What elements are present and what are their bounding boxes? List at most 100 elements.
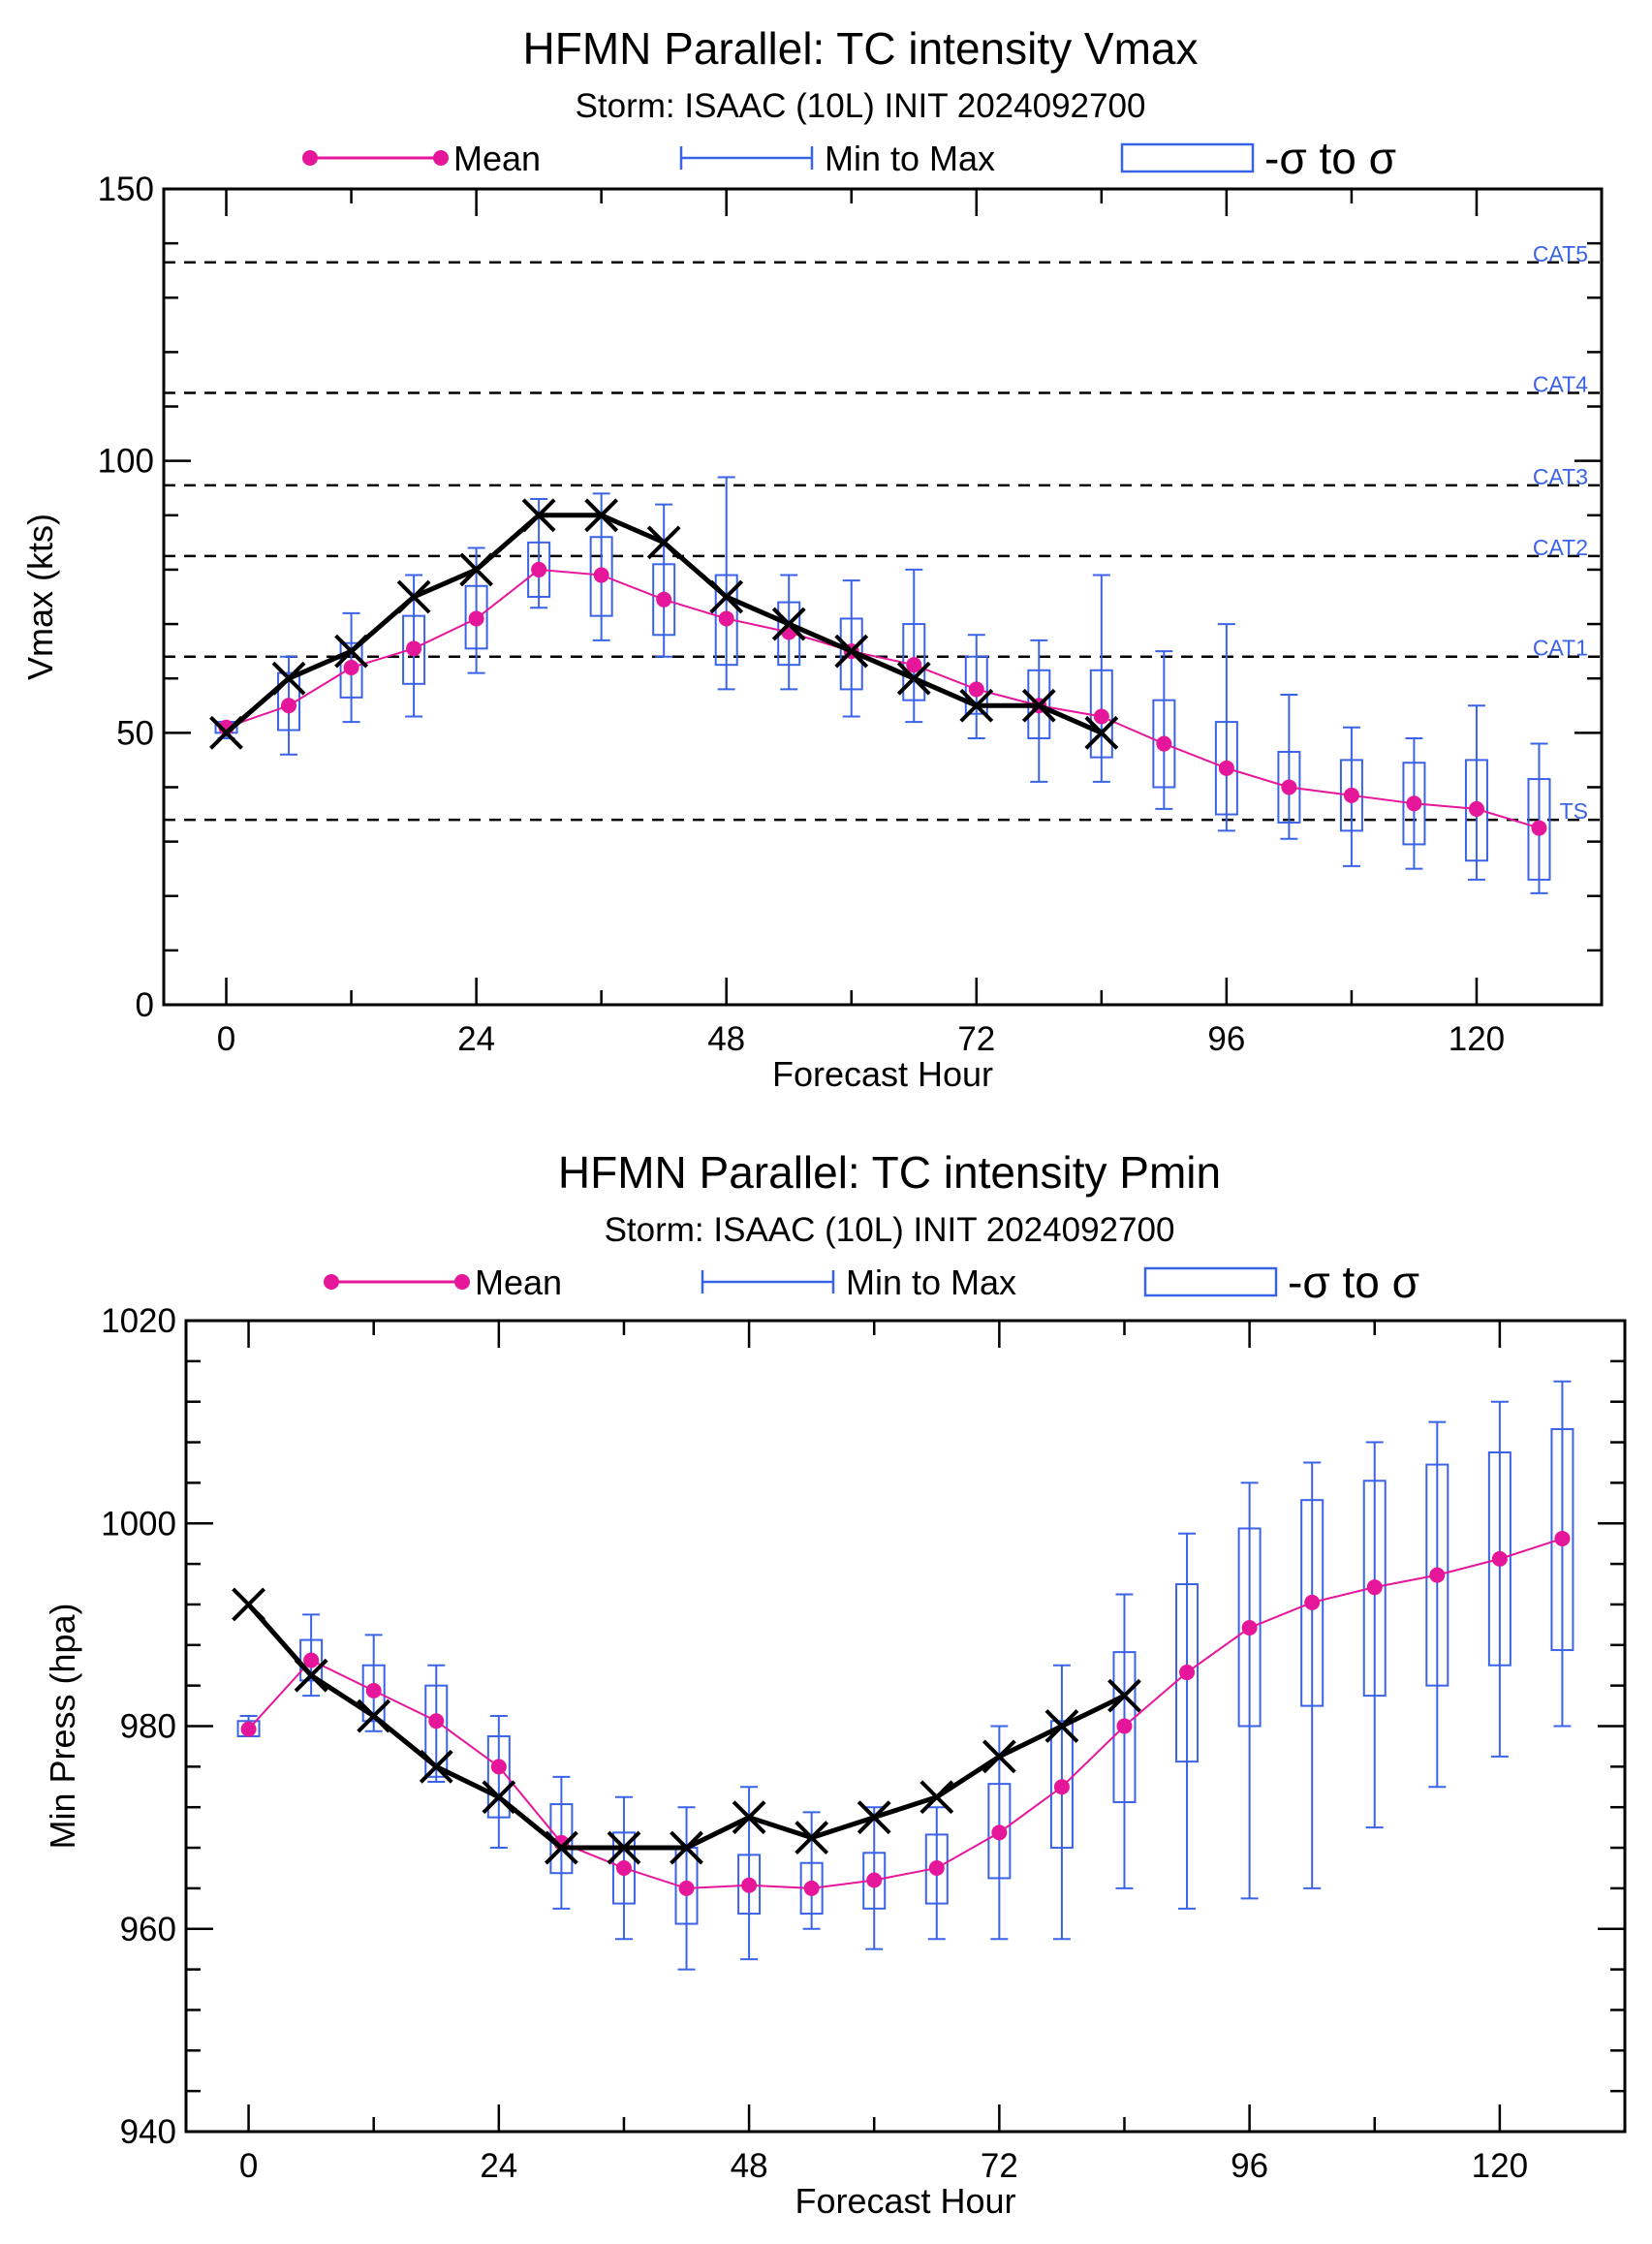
- best-track-marker: [357, 1699, 391, 1733]
- legend-mean-dot-left: [324, 1274, 339, 1290]
- best-track-marker: [982, 1739, 1016, 1774]
- sigma-box: [1464, 759, 1488, 862]
- sigma-box: [589, 536, 613, 617]
- legend-sigma-box: [1120, 142, 1255, 173]
- x-tick-label: 24: [457, 1020, 495, 1058]
- mean-point: [593, 567, 609, 583]
- x-tick-label: 120: [1449, 1020, 1505, 1058]
- x-tick-label: 120: [1472, 2147, 1528, 2185]
- spread-group: [1237, 1481, 1262, 1900]
- best-track-marker: [294, 1658, 328, 1693]
- mean-point: [406, 640, 422, 657]
- spread-group: [1362, 1441, 1387, 1829]
- y-axis-label: Vmax (kts): [20, 514, 60, 680]
- spread-group: [1527, 742, 1551, 894]
- threshold-label-cat1: CAT1: [1533, 636, 1588, 661]
- sigma-box: [987, 1783, 1012, 1880]
- mean-point: [428, 1713, 445, 1730]
- legend-range: Min to Max: [701, 1262, 1016, 1302]
- best-track-marker: [1107, 1678, 1141, 1713]
- best-track-marker: [271, 661, 306, 696]
- spread-group: [652, 503, 676, 658]
- mean-point: [678, 1880, 695, 1896]
- legend-sigma: -σ to σ: [1143, 1257, 1419, 1307]
- legend-mean-dot-right: [433, 150, 449, 166]
- y-tick-label: 0: [136, 986, 154, 1024]
- best-track-marker: [709, 579, 744, 614]
- mean-point: [803, 1880, 820, 1896]
- mean-point: [468, 610, 484, 627]
- sigma-box: [424, 1684, 449, 1778]
- legend: Mean Min to Max -σ to σ: [302, 133, 1396, 183]
- legend-sigma-box: [1143, 1266, 1278, 1297]
- sigma-box: [1487, 1451, 1512, 1667]
- legend-range-label: Min to Max: [825, 139, 995, 178]
- threshold-label-cat4: CAT4: [1533, 372, 1588, 397]
- sigma-box: [1362, 1480, 1387, 1698]
- best-track-marker: [482, 1780, 516, 1815]
- legend-sigma-label: -σ to σ: [1288, 1257, 1419, 1307]
- mean-point: [240, 1721, 257, 1737]
- mean-point: [718, 610, 734, 627]
- mean-point: [343, 659, 359, 675]
- mean-point: [906, 657, 922, 673]
- spread-group: [1089, 574, 1113, 783]
- spread-group: [1214, 623, 1238, 832]
- y-tick-label: 1020: [101, 1302, 176, 1340]
- best-track-marker: [544, 1830, 578, 1865]
- mean-point: [1554, 1530, 1571, 1546]
- y-tick-label: 150: [98, 171, 154, 208]
- x-tick-label: 0: [239, 2147, 258, 2185]
- sigma-box: [1112, 1651, 1137, 1803]
- mean-point: [490, 1759, 507, 1775]
- mean-point: [1241, 1620, 1258, 1636]
- x-tick-label: 96: [1207, 1020, 1245, 1058]
- best-track-marker: [521, 498, 556, 533]
- sigma-box: [277, 671, 301, 732]
- legend-mean-label: Mean: [475, 1262, 562, 1302]
- legend-mean-dot-left: [302, 150, 318, 166]
- pmin-chart: HFMN Parallel: TC intensity Pmin Storm: …: [43, 1147, 1627, 2221]
- mean-line: [247, 1537, 1563, 1889]
- best-track-marker: [1084, 715, 1119, 750]
- sigma-box: [737, 1854, 762, 1916]
- best-track-marker: [670, 1830, 703, 1865]
- sigma-box: [1175, 1583, 1200, 1763]
- mean-point: [991, 1824, 1008, 1841]
- legend: Mean Min to Max -σ to σ: [324, 1257, 1419, 1307]
- legend-mean: Mean: [324, 1262, 562, 1302]
- y-tick-label: 980: [120, 1708, 176, 1746]
- x-axis-label: Forecast Hour: [772, 1054, 993, 1094]
- sigma-box: [1425, 1463, 1449, 1687]
- y-tick-label: 940: [120, 2113, 176, 2151]
- legend-sigma: -σ to σ: [1120, 133, 1396, 183]
- y-tick-label: 960: [120, 1911, 176, 1948]
- mean-point: [303, 1652, 320, 1668]
- y-tick-label: 1000: [101, 1505, 176, 1543]
- x-tick-label: 72: [981, 2147, 1018, 2185]
- chart-title: HFMN Parallel: TC intensity Vmax: [523, 23, 1199, 74]
- spread-group: [1300, 1461, 1325, 1889]
- x-tick-label: 48: [731, 2147, 768, 2185]
- best-track-marker: [419, 1749, 453, 1784]
- y-tick-label: 100: [98, 443, 154, 481]
- sigma-box: [402, 614, 426, 685]
- legend-range-label: Min to Max: [846, 1262, 1016, 1302]
- plot-frame: [162, 187, 1604, 1007]
- best-track-marker: [1044, 1709, 1079, 1743]
- spread-group: [1112, 1593, 1137, 1889]
- threshold-label-ts: TS: [1560, 798, 1588, 824]
- mean-point: [1366, 1579, 1383, 1596]
- sigma-box: [1339, 759, 1363, 832]
- sigma-box: [611, 1831, 636, 1905]
- best-track-marker: [607, 1830, 641, 1865]
- mean-point: [1156, 735, 1172, 752]
- best-track-marker: [646, 525, 681, 560]
- mean-point: [928, 1859, 945, 1876]
- best-track-marker: [896, 661, 931, 696]
- mean-point: [656, 591, 672, 608]
- sigma-box: [464, 584, 488, 650]
- best-track-marker: [732, 1800, 766, 1835]
- spread-group: [902, 568, 926, 724]
- best-track-marker: [795, 1821, 829, 1855]
